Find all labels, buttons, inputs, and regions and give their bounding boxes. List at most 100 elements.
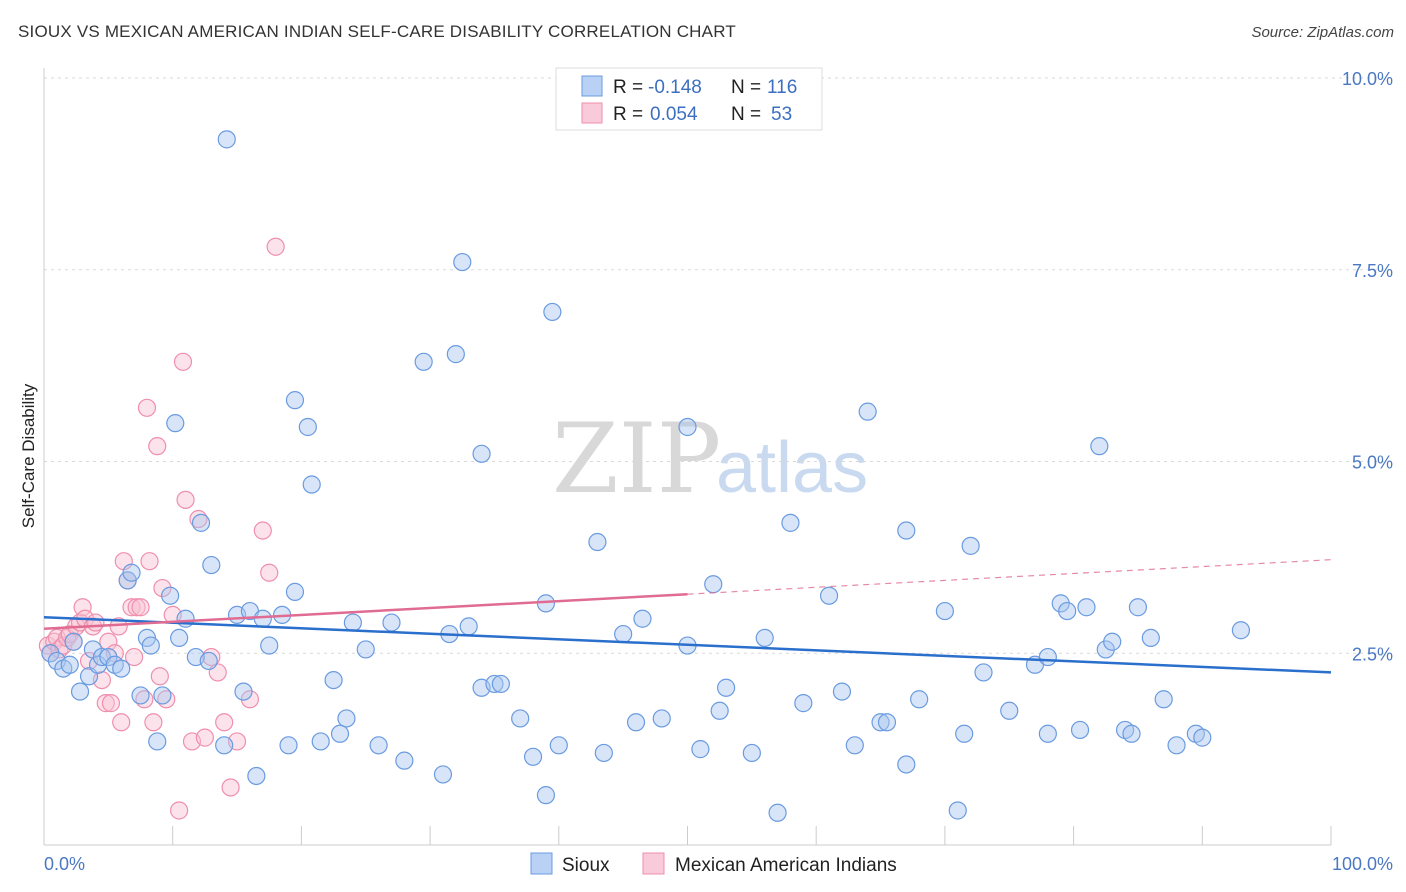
sioux-point-79 — [742, 743, 761, 763]
sioux-point-103 — [1058, 601, 1077, 621]
mexican-point-18 — [99, 632, 118, 651]
mexican-point-17 — [96, 694, 115, 713]
sioux-point-112 — [1141, 628, 1160, 648]
sioux-point-25 — [191, 513, 211, 532]
mexican-point-30 — [137, 398, 157, 417]
sioux-point-117 — [1231, 621, 1251, 640]
chart-title: SIOUX VS MEXICAN AMERICAN INDIAN SELF-CA… — [18, 22, 736, 41]
sioux-point-43 — [324, 670, 343, 690]
sioux-point-78 — [717, 678, 736, 697]
mexican-point-22 — [112, 713, 131, 732]
mexican-point-43 — [195, 728, 214, 747]
sioux-point-55 — [453, 252, 472, 272]
mexican-point-38 — [170, 801, 189, 820]
sioux-point-41 — [302, 475, 321, 494]
sioux-point-33 — [247, 766, 266, 786]
sioux-point-94 — [948, 801, 967, 820]
sioux-trend-line — [43, 615, 1332, 674]
y-tick-label-1: 5.0% — [1352, 453, 1393, 473]
legend-n-label-sioux: N = — [731, 77, 761, 98]
sioux-point-82 — [781, 513, 800, 532]
sioux-point-37 — [279, 736, 298, 755]
sioux-point-21 — [166, 414, 185, 433]
bottom-legend-swatch-mexican — [642, 852, 665, 875]
sioux-point-50 — [395, 751, 414, 770]
sioux-point-95 — [955, 724, 974, 743]
sioux-point-42 — [311, 732, 330, 751]
sioux-point-71 — [633, 609, 652, 628]
mexican-point-26 — [124, 647, 144, 667]
sioux-point-83 — [794, 694, 813, 713]
sioux-point-58 — [472, 444, 491, 463]
sioux-point-92 — [910, 690, 929, 709]
sioux-point-44 — [330, 724, 350, 743]
sioux-point-80 — [755, 628, 774, 648]
y-tick-labels: 2.5% 5.0% 7.5% 10.0% — [1342, 69, 1393, 664]
watermark-atlas: atlas — [716, 428, 868, 508]
sioux-point-84 — [819, 586, 839, 605]
watermark-zip: ZIP — [552, 403, 721, 515]
sioux-point-68 — [594, 743, 613, 763]
sioux-point-105 — [1077, 598, 1096, 617]
sioux-point-51 — [414, 352, 433, 371]
sioux-point-29 — [217, 130, 236, 149]
bottom-legend-label-mexican: Mexican American Indians — [675, 855, 897, 876]
grid — [44, 77, 1392, 654]
legend-swatch-mexican — [581, 102, 603, 124]
sioux-point-91 — [897, 521, 916, 540]
sioux-point-45 — [337, 709, 356, 728]
sioux-point-46 — [343, 613, 362, 632]
sioux-point-28 — [215, 736, 234, 755]
sioux-point-15 — [131, 686, 150, 705]
bottom-legend-swatch-sioux — [530, 852, 553, 875]
sioux-point-20 — [161, 586, 180, 605]
sioux-point-52 — [433, 765, 453, 784]
sioux-point-59 — [485, 674, 504, 694]
sioux-point-89 — [877, 713, 897, 732]
legend-box: R = -0.148 N = 116 R = 0.054 N = 53 — [555, 67, 823, 131]
sioux-point-3 — [60, 655, 79, 674]
legend-r-label-sioux: R = — [613, 77, 643, 98]
sioux-point-88 — [871, 713, 890, 732]
sioux-point-97 — [974, 663, 993, 682]
sioux-point-69 — [614, 624, 633, 644]
sioux-point-22 — [170, 628, 189, 648]
sioux-point-60 — [491, 674, 510, 694]
trend-lines — [43, 559, 1332, 674]
mexican-point-33 — [148, 437, 167, 456]
source-label: Source: ZipAtlas.com — [1251, 24, 1394, 41]
sioux-point-104 — [1070, 720, 1090, 740]
mexican-point-34 — [150, 667, 169, 686]
sioux-point-12 — [112, 659, 131, 678]
sioux-point-113 — [1154, 690, 1173, 709]
sioux-point-114 — [1167, 736, 1186, 755]
bottom-legend-label-sioux: Sioux — [562, 855, 610, 876]
sioux-point-100 — [1038, 724, 1057, 743]
mexican-point-40 — [176, 490, 195, 509]
sioux-point-101 — [1038, 647, 1057, 667]
sioux-point-61 — [511, 709, 530, 728]
sioux-point-19 — [153, 686, 172, 705]
sioux-point-67 — [588, 532, 607, 552]
mexican-point-27 — [127, 598, 146, 617]
sioux-point-40 — [298, 417, 317, 437]
mexican-point-52 — [266, 237, 285, 256]
sioux-point-66 — [549, 736, 568, 755]
y-tick-label-0: 2.5% — [1352, 644, 1393, 664]
sioux-point-74 — [678, 417, 697, 437]
sioux-point-110 — [1122, 724, 1141, 743]
sioux-point-56 — [459, 617, 478, 636]
mexican-point-28 — [131, 598, 150, 617]
y-tick-label-3: 10.0% — [1342, 69, 1393, 89]
sioux-point-35 — [260, 636, 279, 655]
legend-n-value-mexican: 53 — [771, 104, 792, 125]
sioux-point-47 — [356, 640, 375, 659]
mexican-point-19 — [101, 694, 121, 713]
legend-r-value-sioux: -0.148 — [648, 77, 702, 98]
sioux-point-72 — [652, 709, 671, 728]
sioux-point-39 — [285, 391, 305, 410]
sioux-point-63 — [536, 786, 556, 805]
mexican-point-51 — [260, 563, 279, 582]
sioux-points — [41, 130, 1251, 822]
